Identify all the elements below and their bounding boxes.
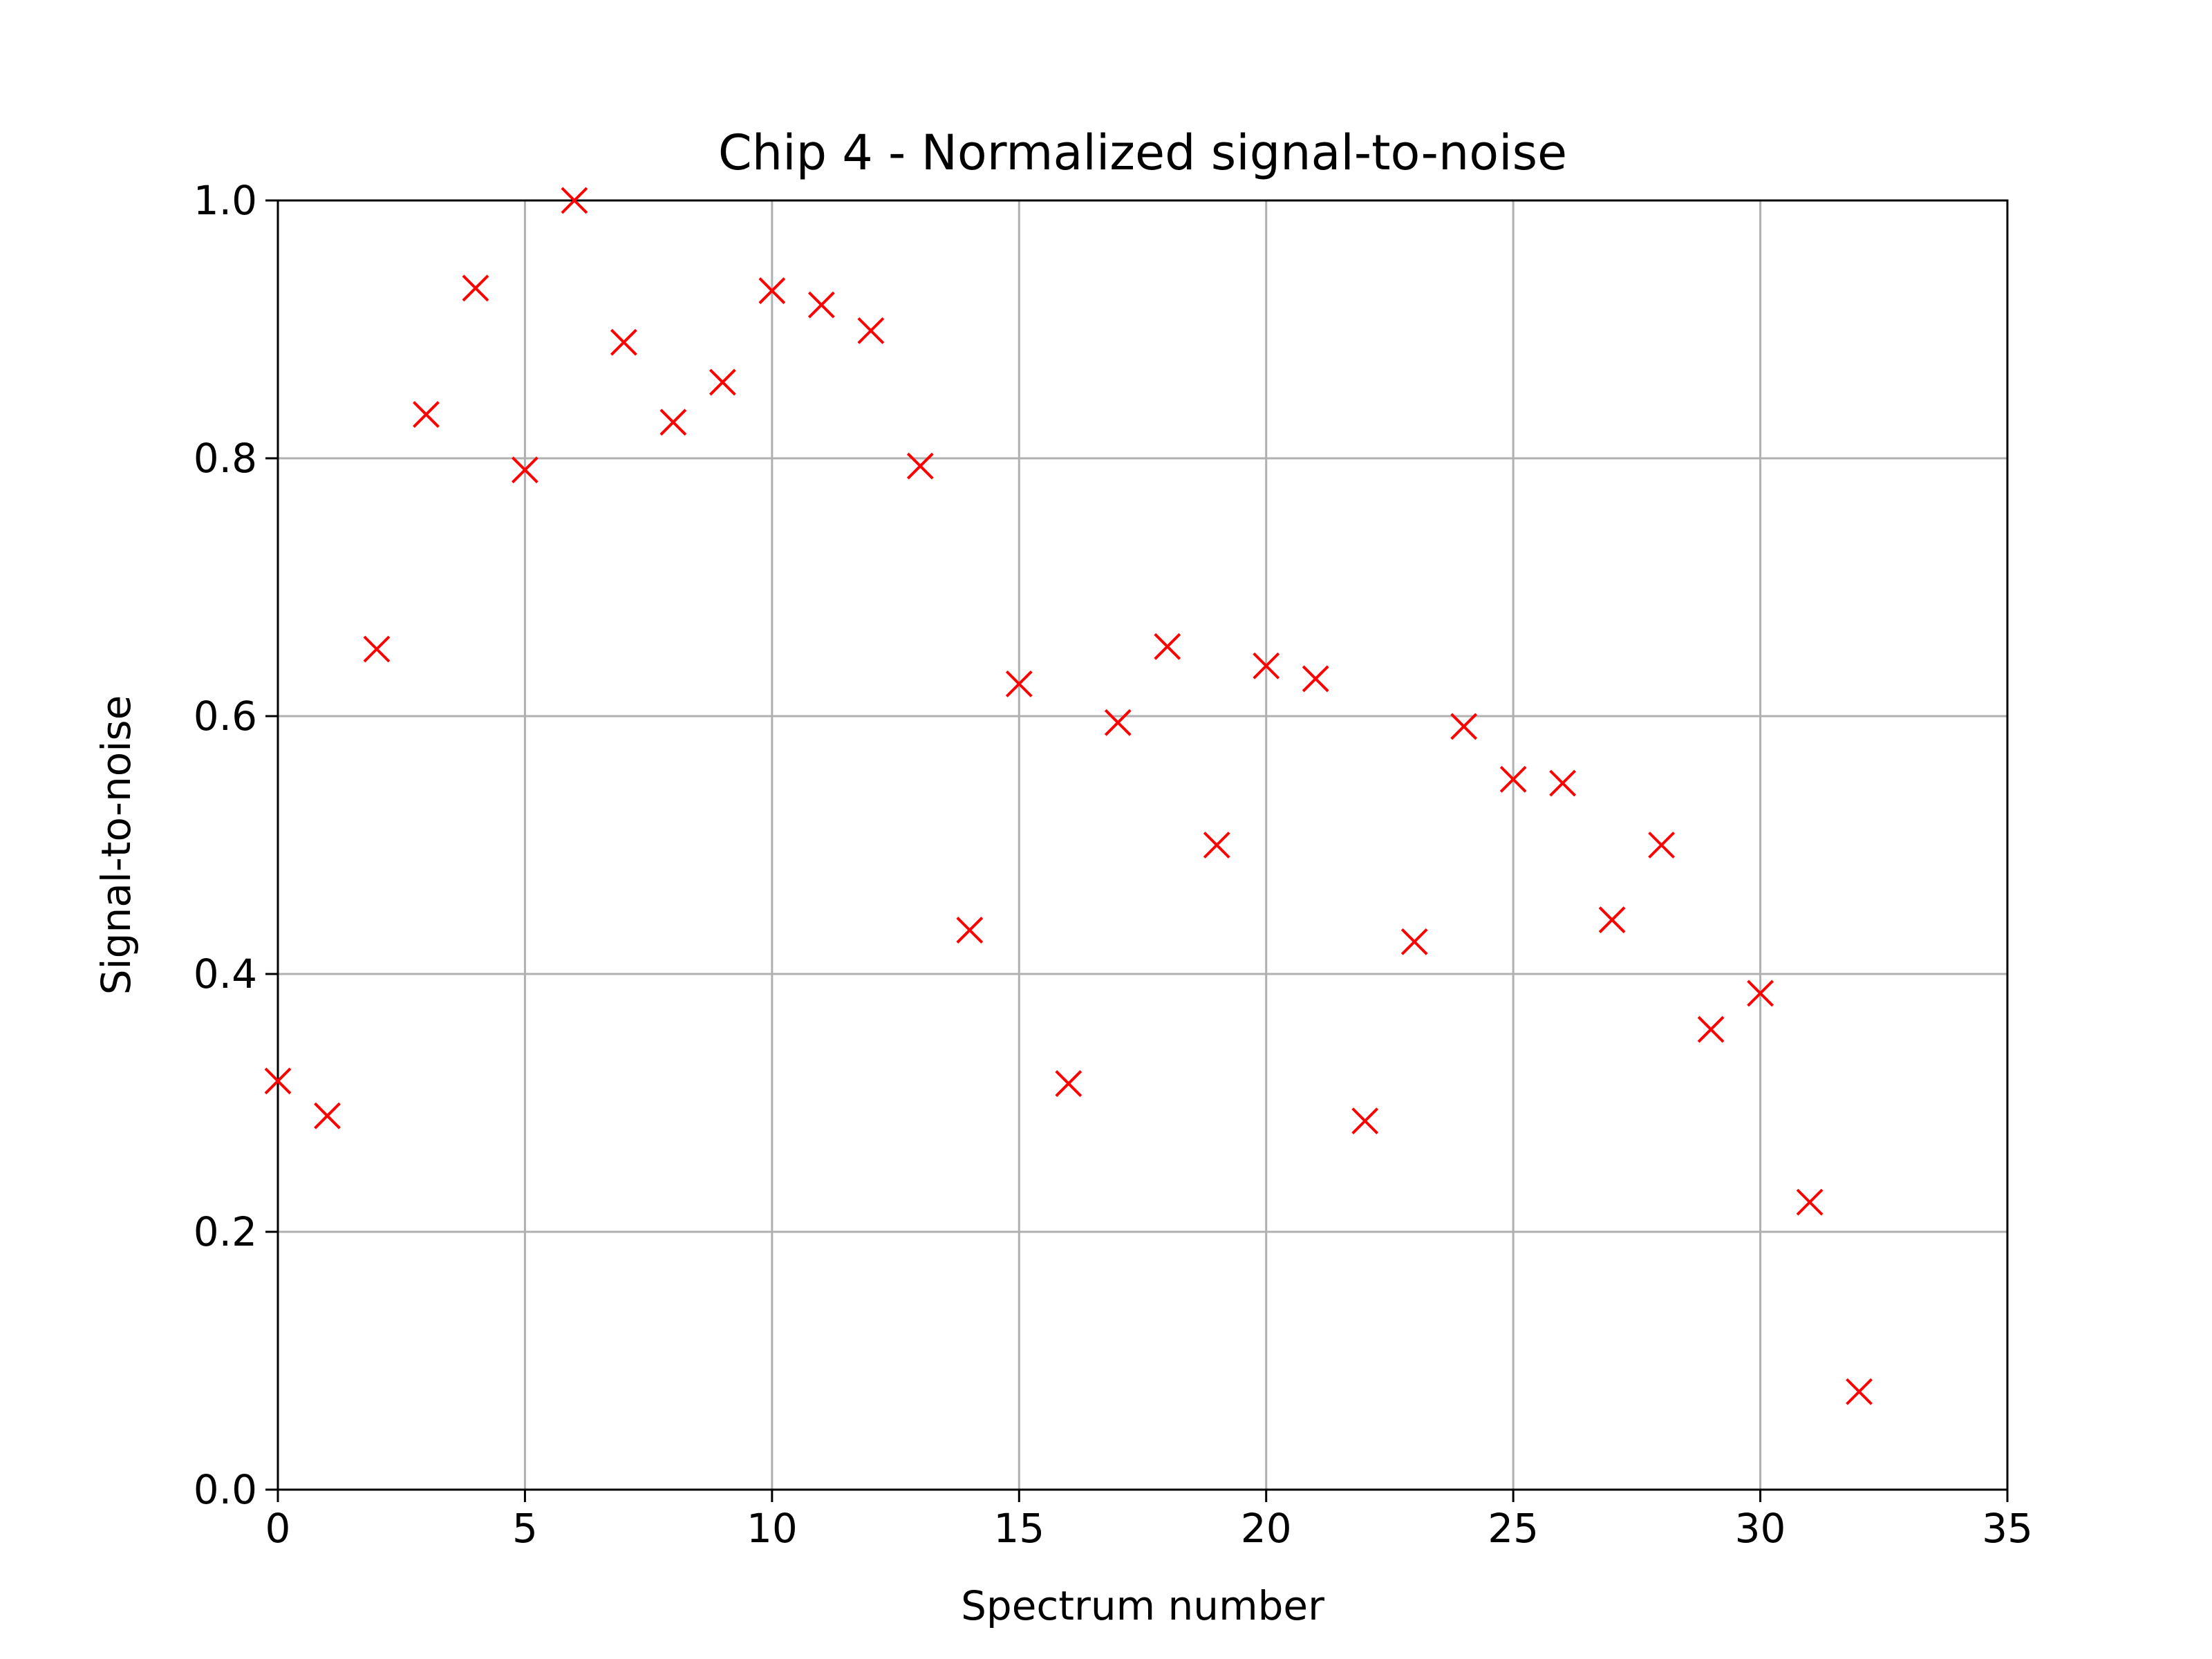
data-point-marker [758,277,786,304]
data-point-marker [1796,1188,1824,1216]
x-tick-label: 20 [1241,1505,1292,1552]
data-point-marker [1154,632,1181,660]
data-point-marker [1351,1107,1379,1135]
data-point-marker [1005,670,1033,697]
x-tick-label: 10 [747,1505,798,1552]
data-point-marker [857,317,885,344]
data-point-marker [1055,1070,1082,1097]
data-point-marker [1499,765,1527,793]
x-tick-label: 30 [1735,1505,1786,1552]
data-point-marker [561,187,588,214]
data-point-marker [1697,1015,1725,1043]
data-point-marker [1253,652,1280,679]
x-tick-label: 0 [265,1505,291,1552]
data-point-marker [264,1067,292,1095]
y-tick-label: 0.8 [194,435,257,482]
x-axis-label: Spectrum number [961,1582,1324,1629]
data-point-marker [709,368,736,396]
y-tick-label: 0.0 [194,1466,257,1513]
y-tick-label: 0.4 [194,950,257,997]
data-point-marker [610,328,637,356]
data-point-marker [512,456,538,484]
data-point-marker [1846,1378,1873,1405]
data-point-marker [413,401,440,429]
y-axis-label: Signal-to-noise [93,695,140,995]
y-tick-label: 0.6 [194,693,257,740]
data-point-marker [1450,713,1478,740]
data-point-marker [1203,832,1230,859]
data-point-marker [1747,980,1774,1007]
chart-title: Chip 4 - Normalized signal-to-noise [718,124,1567,181]
x-tick-label: 25 [1488,1505,1539,1552]
data-point-marker [1598,906,1626,934]
data-point-marker [807,291,835,319]
data-point-marker [1104,709,1132,736]
data-point-marker [363,635,391,663]
y-tick-label: 0.2 [194,1208,257,1255]
x-tick-label: 35 [1982,1505,2033,1552]
grid-lines [276,199,2009,1491]
data-point-marker [314,1102,341,1130]
data-point-marker [1648,832,1676,859]
axis-ticks: 0 5 10 15 20 25 30 35 0.0 0.2 0.4 0.6 0.8 1.0 [194,177,2033,1552]
plot-area-frame [276,199,2009,1491]
x-tick-label: 15 [993,1505,1044,1552]
data-point-marker [1400,928,1428,955]
data-point-marker [1302,665,1329,693]
y-tick-label: 1.0 [194,177,257,224]
data-point-marker [906,452,934,480]
data-point-marker [659,409,687,436]
data-point-marker [1549,769,1577,797]
data-markers [264,187,1873,1405]
data-point-marker [956,917,984,944]
x-tick-label: 5 [512,1505,538,1552]
data-point-marker [462,274,489,302]
